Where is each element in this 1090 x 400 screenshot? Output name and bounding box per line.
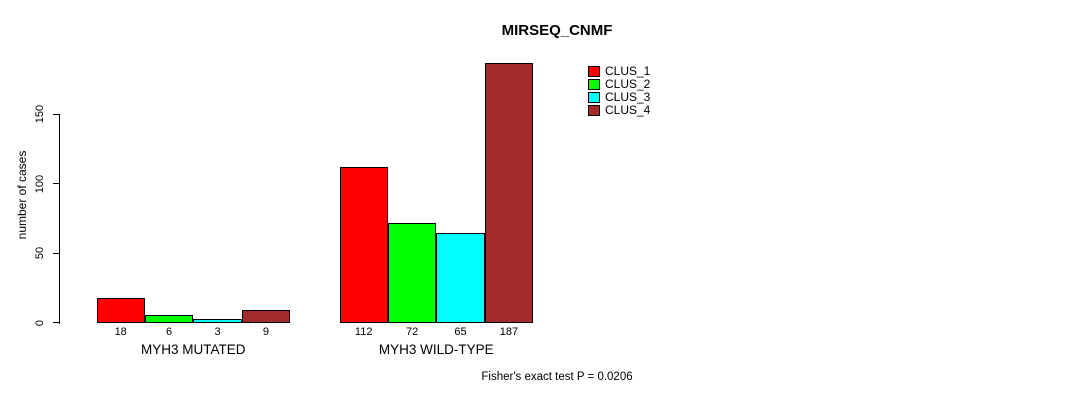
- y-tick: [52, 322, 60, 323]
- legend-swatch: [588, 105, 600, 116]
- bar-value-label: 72: [405, 325, 419, 338]
- category-label: MYH3 WILD-TYPE: [378, 342, 494, 357]
- legend-label: CLUS_3: [605, 90, 651, 104]
- legend-swatch: [588, 92, 600, 103]
- legend-swatch: [588, 66, 600, 77]
- y-tick: [52, 113, 60, 115]
- bar-clus_2: [144, 314, 194, 323]
- bar-clus_4: [484, 62, 534, 323]
- bar-clus_3: [436, 232, 485, 323]
- legend-item: CLUS_2: [588, 78, 650, 91]
- bar-clus_1: [339, 166, 388, 323]
- legend-item: CLUS_4: [588, 104, 650, 117]
- bar-value-label: 3: [214, 325, 221, 338]
- y-tick-label: 150: [34, 104, 46, 124]
- bar-value-label: 9: [262, 325, 269, 338]
- y-tick: [52, 183, 60, 184]
- bar-value-label: 112: [354, 325, 373, 338]
- legend-label: CLUS_2: [605, 77, 651, 91]
- chart-title: MIRSEQ_CNMF: [501, 22, 613, 39]
- y-axis-line: [59, 114, 60, 324]
- category-label: MYH3 MUTATED: [141, 342, 246, 357]
- y-tick-label: 50: [34, 246, 46, 260]
- legend-label: CLUS_4: [605, 103, 651, 117]
- bar-value-label: 6: [166, 325, 173, 338]
- legend-item: CLUS_3: [588, 91, 650, 104]
- legend-swatch: [588, 79, 600, 90]
- y-axis-label: number of cases: [15, 150, 29, 240]
- bar-value-label: 18: [114, 325, 127, 338]
- bar-clus_3: [193, 318, 242, 323]
- legend-label: CLUS_1: [605, 64, 651, 78]
- legend: CLUS_1 CLUS_2 CLUS_3 CLUS_4: [588, 65, 650, 117]
- bar-clus_2: [387, 222, 437, 323]
- y-tick-label: 100: [34, 174, 46, 193]
- y-tick-label: 0: [34, 319, 46, 326]
- legend-item: CLUS_1: [588, 65, 650, 78]
- y-tick: [52, 252, 60, 254]
- bar-clus_4: [241, 309, 291, 323]
- bar-value-label: 65: [454, 325, 467, 338]
- bar-clus_1: [96, 297, 145, 323]
- stat-caption: Fisher's exact test P = 0.0206: [481, 371, 633, 383]
- bar-value-label: 187: [499, 325, 519, 338]
